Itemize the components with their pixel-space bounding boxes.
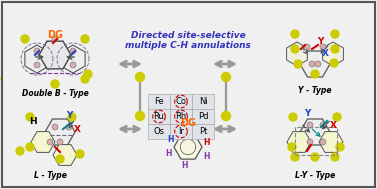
FancyBboxPatch shape — [148, 124, 170, 139]
Text: L - Type: L - Type — [34, 171, 66, 180]
Circle shape — [16, 147, 24, 155]
Text: H: H — [181, 161, 187, 170]
Circle shape — [307, 139, 313, 145]
Polygon shape — [287, 42, 307, 66]
Circle shape — [222, 73, 230, 81]
Circle shape — [331, 30, 339, 38]
Text: X: X — [74, 125, 81, 133]
Circle shape — [288, 143, 296, 151]
Text: L-Y - Type: L-Y - Type — [295, 171, 335, 180]
Polygon shape — [53, 145, 77, 165]
FancyBboxPatch shape — [2, 2, 375, 187]
Circle shape — [320, 44, 326, 50]
Circle shape — [311, 70, 319, 78]
Text: H: H — [167, 136, 173, 145]
Circle shape — [34, 62, 40, 68]
Text: Ir: Ir — [178, 127, 184, 136]
Text: Directed site-selective
multiple C-H annulations: Directed site-selective multiple C-H ann… — [125, 31, 251, 50]
Text: Y: Y — [317, 36, 323, 46]
Circle shape — [34, 48, 40, 54]
Circle shape — [68, 113, 76, 121]
Circle shape — [333, 113, 341, 121]
Circle shape — [294, 60, 302, 68]
Text: Fe: Fe — [154, 97, 164, 106]
Circle shape — [309, 61, 315, 67]
Polygon shape — [45, 119, 75, 145]
Text: H: H — [203, 152, 209, 161]
FancyBboxPatch shape — [170, 124, 192, 139]
Text: X: X — [322, 50, 328, 59]
Text: Ru: Ru — [153, 112, 164, 121]
Text: Pd: Pd — [198, 112, 208, 121]
Text: Double B - Type: Double B - Type — [21, 89, 88, 98]
Circle shape — [291, 45, 299, 53]
Circle shape — [291, 30, 299, 38]
Circle shape — [70, 48, 76, 54]
Circle shape — [222, 112, 230, 121]
Circle shape — [70, 62, 76, 68]
Circle shape — [57, 139, 63, 145]
Circle shape — [51, 80, 59, 88]
Text: X: X — [329, 121, 337, 129]
Circle shape — [66, 124, 72, 130]
Circle shape — [81, 75, 89, 83]
Circle shape — [52, 36, 58, 42]
Polygon shape — [174, 135, 202, 159]
Circle shape — [21, 35, 29, 43]
Circle shape — [330, 59, 338, 67]
Polygon shape — [31, 132, 55, 152]
Circle shape — [84, 70, 92, 78]
FancyBboxPatch shape — [170, 109, 192, 124]
Polygon shape — [319, 132, 343, 152]
FancyBboxPatch shape — [192, 109, 214, 124]
Circle shape — [336, 143, 344, 151]
Circle shape — [307, 122, 313, 128]
Circle shape — [76, 150, 84, 158]
Text: H: H — [203, 138, 209, 147]
Text: Y: Y — [304, 108, 310, 118]
FancyBboxPatch shape — [170, 94, 192, 109]
Circle shape — [291, 153, 299, 161]
Circle shape — [331, 45, 339, 53]
Polygon shape — [300, 51, 330, 77]
Circle shape — [331, 153, 339, 161]
Polygon shape — [25, 45, 49, 73]
Circle shape — [135, 112, 144, 121]
Text: Ni: Ni — [199, 97, 207, 106]
Circle shape — [47, 139, 53, 145]
Polygon shape — [300, 119, 330, 145]
Text: Y: Y — [66, 111, 72, 119]
Circle shape — [135, 73, 144, 81]
Text: H: H — [165, 149, 171, 159]
FancyBboxPatch shape — [148, 109, 170, 124]
Circle shape — [304, 44, 310, 50]
Text: Rh: Rh — [175, 112, 187, 121]
Text: Pt: Pt — [199, 127, 207, 136]
Circle shape — [320, 139, 326, 145]
Text: Co: Co — [176, 97, 187, 106]
Circle shape — [56, 155, 64, 163]
Text: H: H — [29, 116, 37, 125]
Polygon shape — [61, 45, 85, 73]
Circle shape — [320, 122, 326, 128]
Circle shape — [81, 35, 89, 43]
Text: DG: DG — [180, 118, 196, 128]
FancyBboxPatch shape — [148, 94, 170, 109]
Text: Os: Os — [153, 127, 164, 136]
Circle shape — [26, 113, 34, 121]
FancyBboxPatch shape — [192, 124, 214, 139]
Circle shape — [289, 113, 297, 121]
Circle shape — [315, 61, 321, 67]
Circle shape — [52, 124, 58, 130]
FancyBboxPatch shape — [192, 94, 214, 109]
Polygon shape — [287, 132, 311, 152]
Polygon shape — [39, 41, 71, 69]
Circle shape — [26, 143, 34, 151]
Text: Y - Type: Y - Type — [298, 86, 332, 95]
Text: DG: DG — [47, 30, 63, 40]
Polygon shape — [323, 42, 343, 66]
Circle shape — [311, 153, 319, 161]
